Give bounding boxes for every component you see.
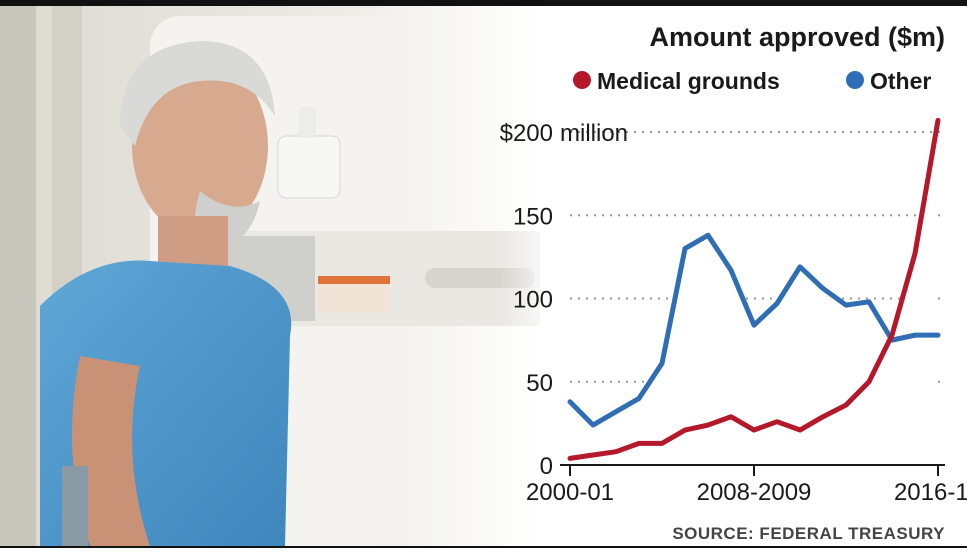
legend-label-other: Other (870, 68, 931, 94)
series-line-medical-grounds (567, 117, 941, 461)
top-rule (0, 0, 967, 6)
x-tick-label: 2016-17 (894, 479, 967, 506)
y-tick-label: 150 (513, 203, 553, 230)
legend-marker-other (846, 71, 864, 89)
area-under-lines (570, 120, 938, 465)
y-tick-label: 50 (526, 370, 553, 397)
y-tick-label: 0 (540, 453, 553, 480)
y-unit-label: million (560, 120, 628, 147)
legend: Medical grounds Other (573, 68, 931, 94)
chart-title: Amount approved ($m) (649, 22, 945, 52)
x-tick-label: 2000-01 (526, 479, 614, 506)
x-tick-label: 2008-2009 (697, 479, 812, 506)
y-tick-label: $200 (500, 120, 553, 147)
y-tick-label: 100 (513, 287, 553, 314)
legend-marker-medical-grounds (573, 71, 591, 89)
y-axis-ticks: $200 150 100 50 0 (500, 120, 553, 480)
area-fill (570, 120, 938, 465)
patient-photo (0, 6, 560, 546)
x-axis-ticks: 2000-01 2008-2009 2016-17 (526, 465, 967, 506)
series-line-other (567, 232, 941, 428)
bottom-rule (0, 546, 967, 553)
series-lines (567, 117, 941, 461)
source-note: SOURCE: FEDERAL TREASURY (672, 524, 945, 543)
legend-label-medical-grounds: Medical grounds (597, 68, 780, 94)
